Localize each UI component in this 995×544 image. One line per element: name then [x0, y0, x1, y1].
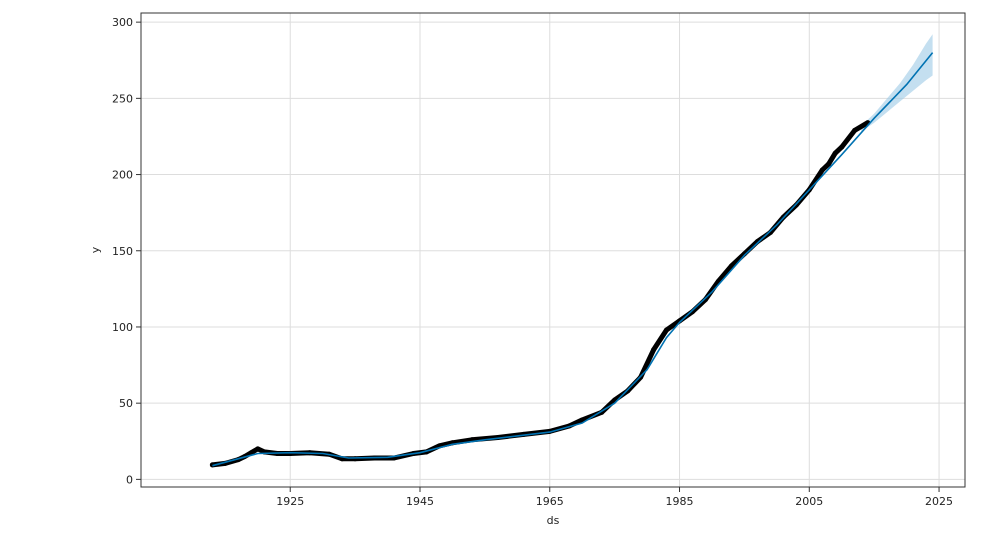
- observed-point: [832, 150, 838, 156]
- plot-background: [141, 13, 965, 487]
- y-axis-ticks: 0 50 100 150 200 250 300: [112, 16, 141, 486]
- x-tick-label: 1965: [536, 495, 564, 508]
- observed-point: [255, 446, 261, 452]
- grid-lines: [141, 13, 965, 487]
- y-tick-label: 250: [112, 92, 133, 105]
- x-tick-label: 1925: [276, 495, 304, 508]
- y-tick-label: 100: [112, 321, 133, 334]
- y-axis-label: y: [89, 246, 102, 253]
- x-axis-label: ds: [547, 514, 560, 527]
- observed-point: [248, 450, 254, 456]
- observed-point: [839, 144, 845, 150]
- y-tick-label: 200: [112, 169, 133, 182]
- y-tick-label: 50: [119, 397, 133, 410]
- x-tick-label: 1985: [666, 495, 694, 508]
- observed-point: [579, 417, 585, 423]
- plot-frame: [140, 12, 966, 488]
- x-axis-ticks: 1925 1945 1965 1985 2005 2025: [276, 487, 953, 508]
- observed-point: [852, 127, 858, 133]
- x-tick-label: 2005: [795, 495, 823, 508]
- y-tick-label: 150: [112, 245, 133, 258]
- observed-point: [664, 327, 670, 333]
- observed-point: [625, 388, 631, 394]
- x-tick-label: 1945: [406, 495, 434, 508]
- observed-point: [826, 161, 832, 167]
- observed-point: [728, 263, 734, 269]
- y-tick-label: 0: [126, 473, 133, 486]
- forecast-line: [212, 52, 934, 467]
- observed-point: [651, 347, 657, 353]
- y-tick-label: 300: [112, 16, 133, 29]
- observed-point: [819, 167, 825, 173]
- x-tick-label: 2025: [925, 495, 953, 508]
